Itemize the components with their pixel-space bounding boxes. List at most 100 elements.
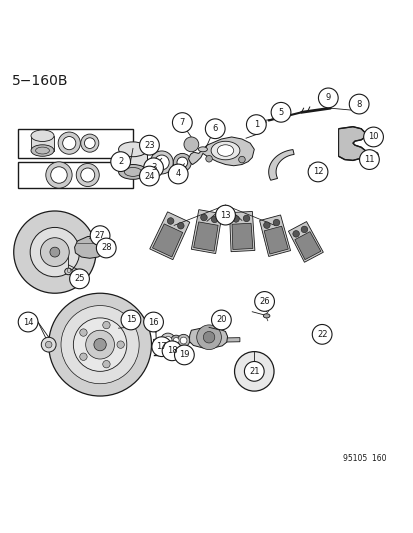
Circle shape <box>116 341 124 349</box>
Circle shape <box>203 332 214 343</box>
Polygon shape <box>152 224 182 257</box>
Circle shape <box>173 154 191 172</box>
Circle shape <box>96 238 116 258</box>
Circle shape <box>243 215 249 222</box>
Circle shape <box>246 115 266 134</box>
Circle shape <box>30 228 79 277</box>
Text: 5−160B: 5−160B <box>12 74 68 88</box>
Ellipse shape <box>198 147 207 152</box>
Text: 12: 12 <box>312 167 323 176</box>
Circle shape <box>73 318 126 372</box>
Text: 10: 10 <box>368 133 378 141</box>
Circle shape <box>205 119 225 139</box>
Ellipse shape <box>263 314 269 318</box>
Polygon shape <box>188 137 254 166</box>
Circle shape <box>363 127 382 147</box>
Polygon shape <box>229 212 254 252</box>
Text: 23: 23 <box>144 141 154 150</box>
Circle shape <box>205 156 212 162</box>
Circle shape <box>62 136 76 150</box>
Circle shape <box>80 353 87 360</box>
Ellipse shape <box>31 145 54 156</box>
Polygon shape <box>288 222 323 262</box>
Circle shape <box>111 152 130 172</box>
Circle shape <box>46 162 72 188</box>
Polygon shape <box>191 209 222 254</box>
Polygon shape <box>193 222 218 251</box>
Circle shape <box>85 330 114 359</box>
Text: 13: 13 <box>220 211 230 220</box>
Circle shape <box>41 337 56 352</box>
Circle shape <box>18 312 38 332</box>
Circle shape <box>300 226 307 233</box>
Circle shape <box>292 231 299 237</box>
Text: 19: 19 <box>179 350 189 359</box>
Text: 21: 21 <box>249 367 259 376</box>
Circle shape <box>177 334 189 346</box>
Polygon shape <box>294 232 320 260</box>
Text: 18: 18 <box>166 346 177 356</box>
Circle shape <box>69 269 89 289</box>
Ellipse shape <box>118 165 147 179</box>
Circle shape <box>58 132 80 154</box>
Ellipse shape <box>64 268 72 274</box>
Ellipse shape <box>258 120 266 125</box>
Circle shape <box>167 217 173 224</box>
Text: 7: 7 <box>179 118 185 127</box>
Circle shape <box>139 166 159 186</box>
Ellipse shape <box>217 145 233 156</box>
Circle shape <box>102 321 110 329</box>
Polygon shape <box>150 212 189 260</box>
Circle shape <box>90 226 110 246</box>
Circle shape <box>211 216 217 223</box>
Circle shape <box>307 162 327 182</box>
Circle shape <box>160 333 175 348</box>
Polygon shape <box>259 215 290 256</box>
Circle shape <box>317 330 325 338</box>
Polygon shape <box>231 223 252 249</box>
Polygon shape <box>31 136 54 150</box>
Text: 4: 4 <box>175 169 180 179</box>
Circle shape <box>80 329 87 336</box>
Text: 11: 11 <box>363 155 374 164</box>
Circle shape <box>173 337 179 343</box>
Circle shape <box>196 325 221 350</box>
Circle shape <box>232 216 239 222</box>
Polygon shape <box>263 226 287 254</box>
Text: 17: 17 <box>156 342 167 351</box>
Circle shape <box>154 155 169 170</box>
Bar <box>18 129 133 158</box>
Text: 95105  160: 95105 160 <box>342 454 385 463</box>
Circle shape <box>271 102 290 122</box>
Circle shape <box>81 134 99 152</box>
Circle shape <box>121 310 140 330</box>
Circle shape <box>162 341 181 361</box>
Circle shape <box>174 345 194 365</box>
Text: 24: 24 <box>144 172 154 181</box>
Text: 2: 2 <box>118 157 123 166</box>
Circle shape <box>171 335 181 346</box>
Circle shape <box>263 222 270 229</box>
Text: 9: 9 <box>325 93 330 102</box>
Circle shape <box>81 168 95 182</box>
Circle shape <box>200 214 207 221</box>
Bar <box>18 161 133 188</box>
Ellipse shape <box>31 130 54 141</box>
Text: 26: 26 <box>259 297 269 306</box>
Circle shape <box>45 341 52 348</box>
Ellipse shape <box>373 152 377 159</box>
Circle shape <box>168 164 188 184</box>
Circle shape <box>177 222 184 229</box>
Circle shape <box>143 312 163 332</box>
Polygon shape <box>312 328 330 341</box>
Polygon shape <box>118 149 147 172</box>
Text: 14: 14 <box>23 318 33 327</box>
Circle shape <box>215 205 235 225</box>
Text: 5: 5 <box>278 108 283 117</box>
Circle shape <box>172 112 192 132</box>
Ellipse shape <box>373 132 377 138</box>
Circle shape <box>311 325 331 344</box>
Text: 27: 27 <box>95 231 105 240</box>
Polygon shape <box>74 237 106 259</box>
Polygon shape <box>153 337 239 343</box>
